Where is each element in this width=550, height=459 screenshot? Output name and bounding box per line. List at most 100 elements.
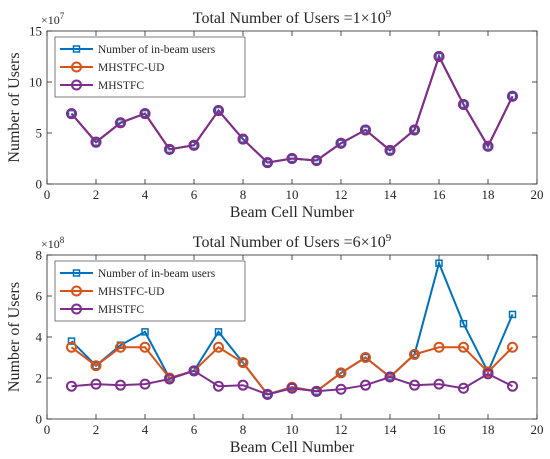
data-point [139, 108, 151, 120]
data-point [335, 367, 347, 379]
data-point [66, 341, 77, 353]
data-point [66, 108, 77, 120]
x-tick-label: 8 [240, 422, 247, 437]
chart-title-exponent: 9 [386, 232, 392, 244]
legend-label: Number of in-beam users [98, 268, 216, 280]
legend-marker [72, 45, 81, 53]
x-tick-label: 14 [384, 187, 398, 202]
data-point [67, 337, 76, 345]
legend-label: MHSTFC-UD [98, 286, 164, 298]
data-point [213, 105, 224, 117]
data-point [237, 357, 249, 369]
legend-label: MHSTFC [98, 80, 144, 92]
data-point [239, 135, 247, 143]
x-tick-label: 18 [482, 422, 495, 437]
data-point [286, 153, 298, 164]
data-point [433, 341, 445, 353]
data-point [237, 379, 249, 391]
data-point [286, 382, 298, 394]
y-axis-multiplier: ×107 [41, 11, 65, 27]
data-point [262, 157, 273, 169]
x-tick-label: 20 [531, 187, 544, 202]
x-tick-label: 8 [240, 187, 247, 202]
data-point [459, 319, 468, 328]
data-point [213, 380, 224, 392]
data-point [360, 352, 371, 363]
data-point [433, 51, 445, 62]
data-point [435, 259, 443, 267]
legend-label: MHSTFC [98, 304, 144, 316]
x-tick-label: 2 [93, 187, 100, 202]
y-tick-label: 0 [36, 412, 43, 427]
chart-title: Total Number of Users =6×109 [193, 232, 392, 251]
data-point [337, 369, 345, 377]
data-point [458, 382, 469, 394]
data-point [337, 139, 345, 147]
legend-marker [71, 61, 82, 73]
y-axis-multiplier-exponent: 7 [60, 11, 65, 21]
data-point [482, 140, 494, 152]
data-point [237, 133, 249, 145]
x-tick-label: 0 [44, 422, 51, 437]
series-line [71, 369, 513, 396]
data-point [361, 353, 370, 362]
legend: Number of in-beam users MHSTFC-UD MHSTFC [54, 36, 246, 98]
y-tick-label: 4 [36, 330, 43, 345]
data-point [115, 341, 126, 353]
chart-title: Total Number of Users =1×109 [193, 8, 392, 27]
data-point [92, 361, 100, 370]
data-point [508, 310, 517, 319]
data-point [164, 373, 175, 385]
data-point [115, 379, 126, 391]
data-point [90, 378, 102, 390]
data-point [141, 109, 149, 118]
x-tick-label: 12 [335, 422, 348, 437]
data-point [311, 385, 322, 397]
data-point [409, 124, 420, 136]
x-tick-label: 6 [191, 187, 198, 202]
data-point [507, 380, 518, 392]
data-point [67, 109, 76, 118]
chart-title-exponent: 9 [386, 8, 392, 20]
data-point [409, 348, 420, 360]
x-axis-label: Beam Cell Number [230, 204, 355, 221]
x-tick-label: 4 [142, 187, 149, 202]
legend-marker [71, 285, 82, 297]
y-tick-label: 2 [36, 371, 43, 386]
data-point [139, 341, 151, 353]
data-point [214, 106, 223, 115]
series-3 [66, 51, 518, 169]
y-tick-label: 5 [36, 126, 43, 141]
y-tick-label: 15 [29, 24, 42, 39]
data-point [239, 358, 247, 367]
data-point [459, 100, 468, 109]
data-point [335, 137, 347, 149]
y-tick-label: 0 [36, 177, 43, 192]
data-point [360, 379, 371, 391]
x-tick-label: 6 [191, 422, 198, 437]
data-point [384, 371, 396, 383]
x-tick-label: 16 [433, 422, 447, 437]
x-tick-label: 18 [482, 187, 495, 202]
x-tick-label: 0 [44, 187, 51, 202]
legend-box [54, 260, 246, 322]
legend-marker [71, 79, 82, 91]
x-tick-label: 20 [531, 422, 544, 437]
y-axis-label: Number of Users [6, 52, 23, 162]
legend-marker [71, 303, 82, 315]
y-axis-label: Number of Users [6, 282, 23, 392]
x-tick-label: 4 [142, 422, 149, 437]
data-point [188, 139, 200, 151]
data-point [360, 124, 371, 136]
x-tick-label: 14 [384, 422, 398, 437]
data-point [164, 143, 175, 155]
data-point [384, 144, 396, 156]
data-point [458, 98, 469, 110]
data-point [484, 142, 492, 151]
data-point [90, 360, 102, 372]
data-point [361, 126, 370, 134]
series-line [70, 346, 514, 396]
data-point [386, 146, 394, 155]
